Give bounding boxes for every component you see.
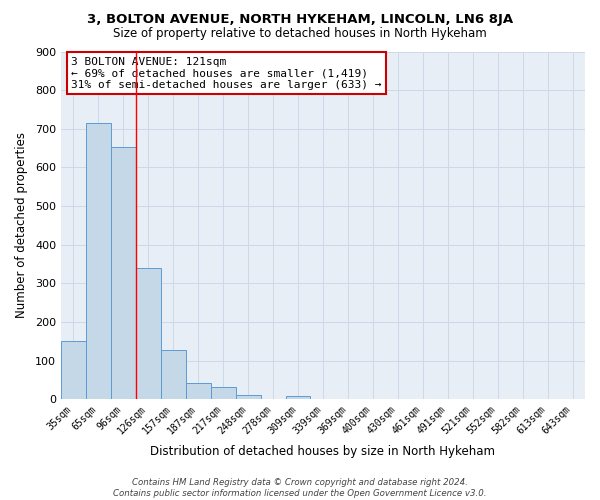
Y-axis label: Number of detached properties: Number of detached properties [15, 132, 28, 318]
Bar [111, 147, 136, 400]
X-axis label: Distribution of detached houses by size in North Hykeham: Distribution of detached houses by size … [151, 444, 496, 458]
Bar [186, 383, 211, 400]
Bar [136, 268, 161, 400]
Bar [61, 340, 86, 400]
Bar [236, 394, 260, 400]
Text: 3, BOLTON AVENUE, NORTH HYKEHAM, LINCOLN, LN6 8JA: 3, BOLTON AVENUE, NORTH HYKEHAM, LINCOLN… [87, 12, 513, 26]
Bar [161, 350, 186, 400]
Bar [86, 123, 111, 400]
Text: 3 BOLTON AVENUE: 121sqm
← 69% of detached houses are smaller (1,419)
31% of semi: 3 BOLTON AVENUE: 121sqm ← 69% of detache… [71, 56, 382, 90]
Text: Size of property relative to detached houses in North Hykeham: Size of property relative to detached ho… [113, 28, 487, 40]
Bar [286, 396, 310, 400]
Bar [211, 386, 236, 400]
Text: Contains HM Land Registry data © Crown copyright and database right 2024.
Contai: Contains HM Land Registry data © Crown c… [113, 478, 487, 498]
